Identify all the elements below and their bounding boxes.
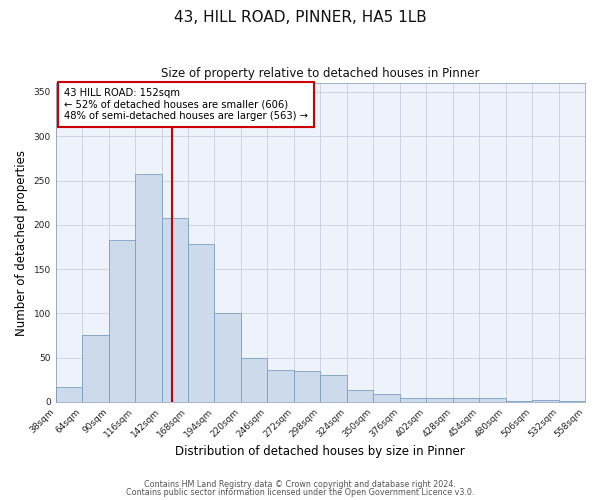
Text: Contains public sector information licensed under the Open Government Licence v3: Contains public sector information licen…	[126, 488, 474, 497]
Bar	[320, 376, 347, 402]
Bar	[452, 398, 479, 402]
Bar	[109, 240, 135, 402]
Bar	[268, 370, 294, 402]
Bar	[188, 244, 214, 402]
Bar	[400, 398, 426, 402]
Text: Contains HM Land Registry data © Crown copyright and database right 2024.: Contains HM Land Registry data © Crown c…	[144, 480, 456, 489]
Bar	[56, 387, 82, 402]
Bar	[426, 398, 452, 402]
Bar	[214, 314, 241, 402]
Bar	[135, 174, 161, 402]
Bar	[82, 334, 109, 402]
Bar	[532, 400, 559, 402]
Bar	[373, 394, 400, 402]
Bar	[294, 371, 320, 402]
Bar	[479, 398, 506, 402]
Bar	[559, 401, 585, 402]
Title: Size of property relative to detached houses in Pinner: Size of property relative to detached ho…	[161, 68, 479, 80]
X-axis label: Distribution of detached houses by size in Pinner: Distribution of detached houses by size …	[175, 444, 465, 458]
Text: 43, HILL ROAD, PINNER, HA5 1LB: 43, HILL ROAD, PINNER, HA5 1LB	[173, 10, 427, 25]
Bar	[347, 390, 373, 402]
Bar	[506, 401, 532, 402]
Bar	[241, 358, 268, 402]
Y-axis label: Number of detached properties: Number of detached properties	[15, 150, 28, 336]
Text: 43 HILL ROAD: 152sqm
← 52% of detached houses are smaller (606)
48% of semi-deta: 43 HILL ROAD: 152sqm ← 52% of detached h…	[64, 88, 308, 121]
Bar	[161, 218, 188, 402]
